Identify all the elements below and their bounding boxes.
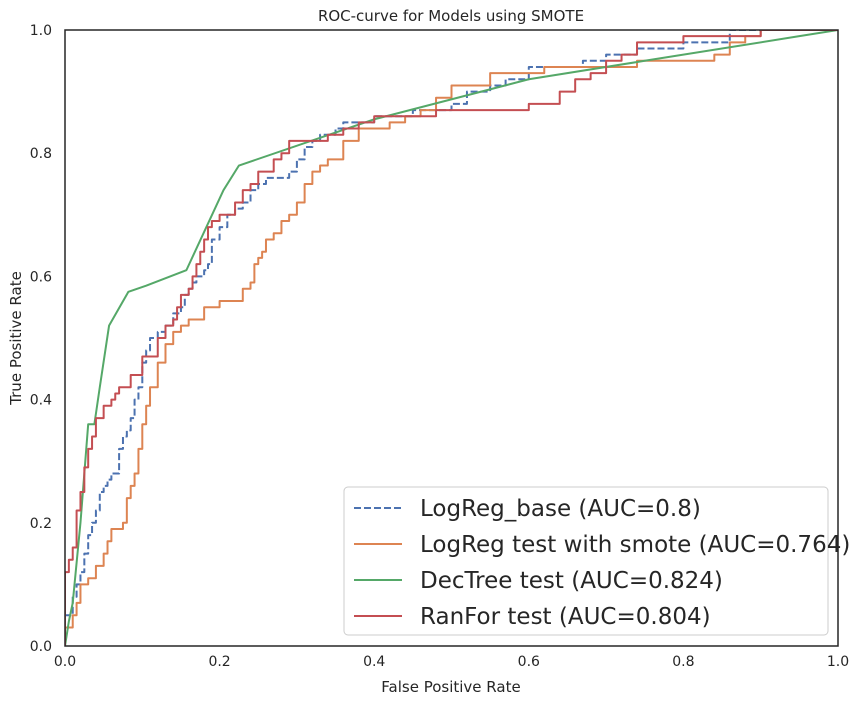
series-line-1: [65, 30, 838, 646]
plot-frame: [64, 29, 839, 647]
series-line-3: [65, 30, 838, 646]
x-tick-label: 0.4: [363, 654, 385, 670]
x-tick-label: 1.0: [827, 654, 849, 670]
y-axis-ticks: 0.0 0.2 0.4 0.6 0.8 1.0: [30, 23, 52, 655]
y-axis-label: True Positive Rate: [7, 271, 25, 406]
x-tick-label: 0.8: [672, 654, 694, 670]
y-tick-label: 0.2: [30, 516, 52, 532]
y-tick-label: 0.8: [30, 146, 52, 162]
x-tick-label: 0.2: [208, 654, 230, 670]
x-tick-label: 0.0: [54, 654, 76, 670]
y-tick-label: 0.0: [30, 639, 52, 655]
plot-area: [65, 30, 838, 646]
y-tick-label: 0.4: [30, 393, 52, 409]
legend-box: [343, 486, 829, 636]
legend-label-3: DecTree test (AUC=0.824): [420, 568, 723, 594]
y-tick-label: 1.0: [30, 23, 52, 39]
series-line-4: [65, 30, 838, 646]
legend-label-4: RanFor test (AUC=0.804): [420, 604, 711, 630]
x-axis-ticks: 0.0 0.2 0.4 0.6 0.8 1.0: [54, 654, 849, 670]
legend-label-2: LogReg test with smote (AUC=0.764): [420, 532, 850, 558]
y-tick-label: 0.6: [30, 269, 52, 285]
series-line-2: [65, 30, 838, 646]
legend-label-1: LogReg_base (AUC=0.8): [420, 496, 701, 522]
x-axis-label: False Positive Rate: [381, 678, 520, 696]
x-tick-label: 0.6: [518, 654, 540, 670]
chart-title: ROC-curve for Models using SMOTE: [318, 7, 584, 25]
legend: LogReg_base (AUC=0.8) LogReg test with sm…: [343, 486, 850, 636]
